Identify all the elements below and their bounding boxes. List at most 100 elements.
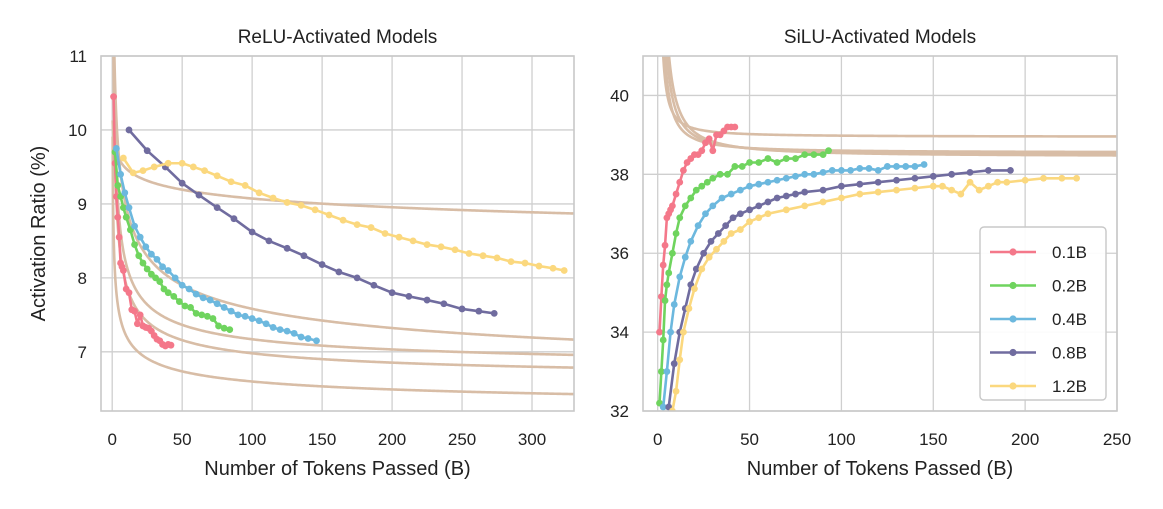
silu-data-point-1-2b <box>755 214 763 222</box>
relu-data-point-0-1b <box>125 289 133 297</box>
relu-data-point-0-4b <box>234 311 242 319</box>
relu-data-point-1-2b <box>189 163 197 171</box>
relu-data-point-1-2b <box>129 169 137 177</box>
silu-data-point-1-2b <box>746 218 753 226</box>
silu-data-point-0-8b <box>874 178 882 186</box>
relu-data-point-0-8b <box>318 261 326 268</box>
silu-y-tick-label: 32 <box>610 402 629 421</box>
silu-data-point-1-2b <box>911 184 919 192</box>
relu-y-ticks: 7 8 9 10 11 <box>68 47 87 362</box>
silu-data-point-1-2b <box>948 186 956 194</box>
relu-data-point-0-2b <box>156 278 164 285</box>
relu-data-point-1-2b <box>395 233 403 241</box>
relu-data-point-0-4b <box>199 294 207 302</box>
relu-data-point-0-4b <box>153 255 161 263</box>
relu-data-point-1-2b <box>150 163 158 171</box>
relu-plot-frame <box>100 55 575 412</box>
silu-data-point-0-8b <box>1007 166 1014 174</box>
relu-x-tick-label: 150 <box>308 430 336 449</box>
silu-data-point-0-4b <box>819 168 827 176</box>
silu-fit-curve-0-2B <box>661 56 1117 138</box>
legend-label-0-4b: 0.4B <box>1052 310 1087 329</box>
silu-data-point-0-8b <box>670 360 678 368</box>
relu-data-point-1-2b <box>255 189 263 197</box>
relu-data-point-1-2b <box>227 178 235 186</box>
relu-data-point-1-2b <box>507 258 515 265</box>
silu-data-point-0-4b <box>764 178 772 186</box>
silu-data-point-0-4b <box>663 368 671 375</box>
silu-data-point-0-4b <box>667 328 674 336</box>
silu-data-point-0-4b <box>755 180 763 188</box>
relu-data-point-0-2b <box>139 259 147 267</box>
silu-data-point-0-8b <box>746 206 753 214</box>
silu-data-point-0-4b <box>856 165 864 172</box>
silu-data-point-0-4b <box>810 170 818 178</box>
silu-y-tick-label: 38 <box>610 165 629 184</box>
relu-data-point-0-2b <box>220 324 228 332</box>
legend-entries: 0.1B 0.2B 0.4B 0.8B 1.2B <box>990 243 1087 396</box>
relu-data-point-1-2b <box>367 224 375 231</box>
silu-data-point-0-2b <box>801 151 809 159</box>
silu-x-tick-label: 0 <box>653 430 662 449</box>
relu-x-tick-label: 250 <box>448 430 476 449</box>
relu-data-point-0-4b <box>248 315 256 322</box>
silu-data-point-0-2b <box>731 163 739 170</box>
relu-x-tick-label: 50 <box>173 430 192 449</box>
silu-data-point-0-4b <box>883 163 891 170</box>
relu-y-axis-label: Activation Ratio (%) <box>28 146 50 322</box>
silu-data-point-0-4b <box>676 273 684 281</box>
silu-data-point-0-2b <box>687 194 695 202</box>
silu-data-point-0-8b <box>929 172 937 180</box>
silu-data-point-0-1b <box>672 190 680 198</box>
relu-data-point-0-2b <box>131 241 138 248</box>
silu-y-ticks: 32 34 36 38 40 <box>610 86 629 421</box>
silu-data-point-0-2b <box>657 368 665 375</box>
silu-y-tick-label: 36 <box>610 244 629 263</box>
relu-data-point-0-2b <box>203 312 211 320</box>
silu-data-point-1-2b <box>1073 174 1080 182</box>
relu-data-point-0-4b <box>131 222 138 230</box>
relu-data-point-0-2b <box>119 204 127 212</box>
relu-data-point-0-8b <box>388 289 396 297</box>
relu-fit-curve-0-1B <box>111 136 574 396</box>
silu-data-point-1-2b <box>985 182 992 190</box>
relu-data-point-0-4b <box>313 337 320 345</box>
relu-data-point-0-8b <box>405 292 413 300</box>
relu-data-point-0-8b <box>335 268 343 276</box>
silu-data-point-1-2b <box>720 237 728 245</box>
relu-data-point-0-4b <box>136 233 144 241</box>
silu-data-point-0-4b <box>670 301 678 308</box>
relu-series <box>110 93 568 350</box>
silu-x-tick-label: 50 <box>740 430 759 449</box>
relu-data-point-0-4b <box>117 170 124 178</box>
silu-data-point-1-2b <box>994 178 1001 186</box>
silu-data-point-0-2b <box>703 178 711 186</box>
silu-data-point-0-8b <box>856 180 864 188</box>
silu-data-point-0-4b <box>681 253 689 261</box>
relu-data-point-0-1b <box>110 93 117 101</box>
relu-data-point-0-8b <box>423 296 431 304</box>
relu-data-point-0-2b <box>175 298 183 305</box>
silu-data-point-0-8b <box>792 190 799 198</box>
silu-data-point-0-2b <box>661 297 669 304</box>
silu-data-point-0-2b <box>825 147 832 155</box>
silu-data-point-0-2b <box>665 269 673 277</box>
silu-data-point-1-2b <box>939 182 946 190</box>
silu-data-point-0-4b <box>865 165 873 172</box>
relu-data-point-0-8b <box>230 215 238 223</box>
relu-y-tick-label: 11 <box>69 47 87 66</box>
relu-data-point-0-4b <box>255 317 263 325</box>
relu-data-point-0-4b <box>164 267 172 274</box>
silu-data-point-0-1b <box>656 328 663 336</box>
relu-data-point-0-4b <box>142 243 150 251</box>
relu-data-point-0-8b <box>300 252 308 260</box>
relu-series-line-0-8b <box>128 129 495 315</box>
legend-label-0-1b: 0.1B <box>1052 243 1087 262</box>
relu-data-point-0-8b <box>353 274 361 282</box>
relu-data-point-1-2b <box>164 159 172 167</box>
relu-x-ticks: 0 50 100 150 200 250 300 <box>107 430 546 449</box>
silu-data-point-0-8b <box>948 170 956 178</box>
relu-grid <box>101 55 574 411</box>
relu-data-point-1-2b <box>560 267 568 274</box>
